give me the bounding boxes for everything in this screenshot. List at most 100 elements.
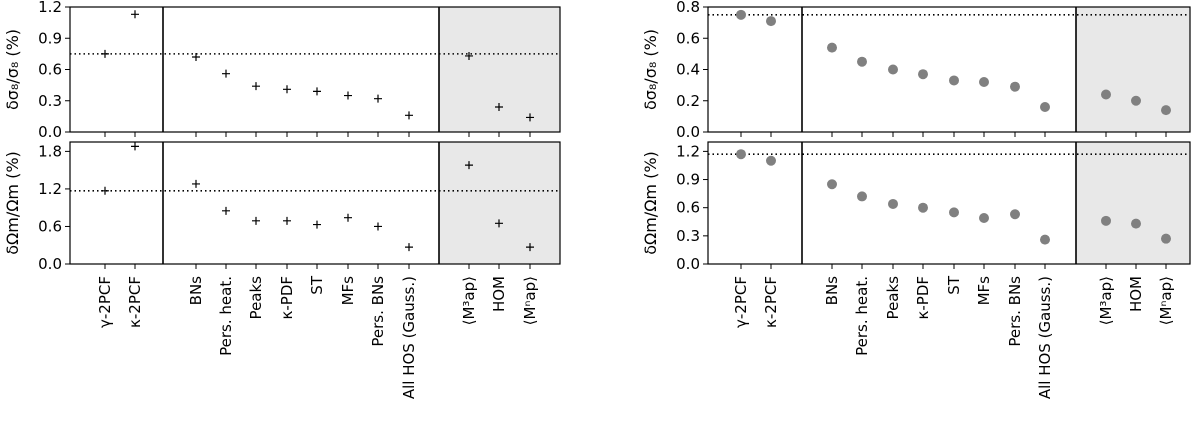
data-point	[374, 94, 382, 103]
data-point	[252, 216, 260, 225]
category-label: γ-2PCF	[732, 276, 750, 328]
category-label: Pers. heat.	[853, 276, 871, 356]
category-label: ⟨Mⁿap⟩	[1157, 276, 1175, 325]
y-tick-label: 0.3	[38, 92, 62, 110]
y-tick-label: 1.8	[38, 142, 62, 160]
shaded-region	[439, 142, 560, 264]
shaded-region	[1076, 142, 1190, 264]
data-point	[1161, 233, 1171, 244]
y-tick-label: 0.6	[38, 61, 62, 79]
category-label: MFs	[975, 276, 993, 306]
shaded-region	[439, 7, 560, 132]
data-point	[736, 9, 746, 20]
category-label: MFs	[339, 276, 357, 306]
data-point	[101, 186, 109, 195]
data-point	[888, 198, 898, 209]
data-point	[374, 222, 382, 231]
data-point	[1131, 218, 1141, 229]
category-label: κ-PDF	[278, 276, 296, 319]
y-axis-label: δΩm/Ωm (%)	[3, 151, 22, 255]
y-tick-label: 1.2	[38, 0, 62, 16]
data-point	[131, 10, 139, 19]
category-label: ⟨Mⁿap⟩	[521, 276, 539, 325]
y-tick-label: 0.0	[676, 123, 700, 141]
data-point	[131, 142, 139, 151]
y-tick-label: 0.0	[38, 255, 62, 273]
data-point	[101, 49, 109, 58]
data-point	[918, 69, 928, 80]
category-label: HOM	[490, 276, 508, 312]
y-tick-label: 0.9	[38, 29, 62, 47]
data-point	[495, 103, 503, 111]
data-point	[979, 213, 989, 224]
data-point	[1040, 234, 1050, 245]
data-point	[283, 216, 291, 225]
data-point	[827, 179, 837, 190]
data-point	[736, 149, 746, 160]
y-tick-label: 1.2	[38, 180, 62, 198]
data-point	[192, 53, 200, 61]
shaded-region	[1076, 7, 1190, 132]
y-tick-label: 0.2	[676, 92, 700, 110]
data-point	[405, 111, 413, 120]
category-label: κ-PDF	[914, 276, 932, 319]
data-point	[252, 82, 260, 91]
data-point	[857, 191, 867, 202]
data-point	[526, 113, 534, 122]
category-label: ST	[308, 275, 326, 295]
data-point	[283, 85, 291, 94]
category-label: Peaks	[247, 276, 265, 320]
data-point	[465, 161, 473, 170]
category-label: ⟨M³ap⟩	[460, 276, 478, 325]
category-label: ST	[945, 275, 963, 295]
y-axis-label: δσ₈/σ₈ (%)	[641, 29, 660, 110]
data-point	[1010, 81, 1020, 92]
data-point	[949, 207, 959, 218]
data-point	[526, 243, 534, 252]
category-label: BNs	[187, 276, 205, 306]
y-tick-label: 0.9	[676, 171, 700, 189]
data-point	[888, 64, 898, 75]
data-point	[192, 179, 200, 188]
category-label: Pers. BNs	[1006, 276, 1024, 347]
data-point	[465, 51, 473, 60]
y-tick-label: 0.6	[676, 199, 700, 217]
y-axis-label: δσ₈/σ₈ (%)	[3, 29, 22, 110]
y-tick-label: 0.0	[38, 123, 62, 141]
axes-frame	[707, 141, 1191, 265]
category-label: Pers. heat.	[217, 276, 235, 356]
y-tick-label: 0.8	[676, 0, 700, 16]
data-point	[222, 206, 230, 215]
panel-left-bottom: 0.0 0.6 1.2 1.8 δΩm/Ωm (%)	[3, 141, 561, 273]
data-point	[1161, 105, 1171, 116]
data-point	[222, 69, 230, 78]
data-point	[827, 42, 837, 53]
axes-frame	[69, 141, 561, 265]
category-label: HOM	[1127, 276, 1145, 312]
category-label: κ-2PCF	[762, 276, 780, 328]
y-tick-label: 0.6	[676, 29, 700, 47]
data-point	[1040, 102, 1050, 112]
category-label: BNs	[823, 276, 841, 306]
category-label: γ-2PCF	[96, 276, 114, 328]
data-point	[949, 75, 959, 86]
y-tick-label: 1.2	[676, 142, 700, 160]
category-label: Pers. BNs	[369, 276, 387, 347]
data-point	[1101, 89, 1111, 100]
y-tick-label: 0.4	[676, 61, 700, 79]
panel-right-top: 0.0 0.2 0.4 0.6 0.8 δσ₈/σ₈ (%)	[641, 0, 1191, 141]
y-tick-label: 0.6	[38, 217, 62, 235]
data-point	[344, 213, 352, 222]
category-label: All HOS (Gauss.)	[1036, 276, 1054, 399]
data-point	[495, 219, 503, 228]
data-point	[766, 16, 776, 27]
data-point	[1010, 209, 1020, 220]
data-point	[979, 77, 989, 87]
data-point	[857, 56, 867, 67]
data-point	[405, 243, 413, 252]
y-tick-label: 0.0	[676, 255, 700, 273]
y-axis-label: δΩm/Ωm (%)	[641, 151, 660, 255]
panel-right-bottom: 0.0 0.3 0.6 0.9 1.2 δΩm/Ωm (%)	[641, 141, 1191, 273]
data-point	[918, 202, 928, 213]
